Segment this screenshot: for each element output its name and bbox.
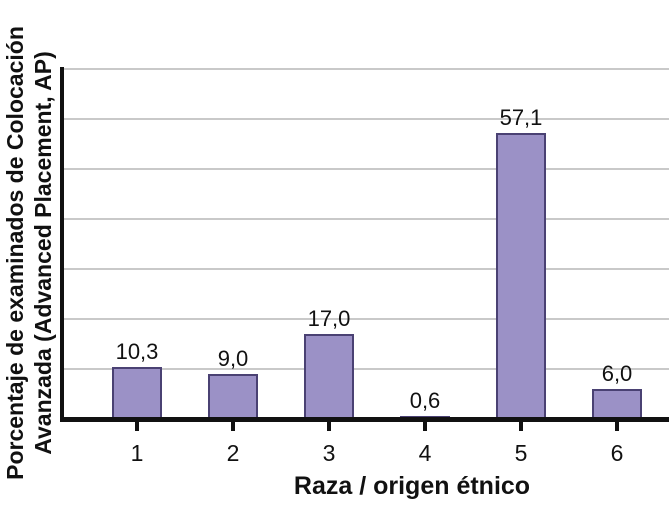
bar (112, 367, 162, 419)
gridline (63, 368, 669, 370)
bar-value-label: 0,6 (409, 388, 441, 413)
x-tick (327, 422, 331, 431)
gridline (63, 218, 669, 220)
bar (208, 374, 258, 419)
x-tick-label: 1 (130, 440, 144, 466)
x-tick (135, 422, 139, 431)
bar-value-label: 57,1 (499, 105, 543, 130)
gridline (63, 268, 669, 270)
gridline (63, 68, 669, 70)
x-tick (519, 422, 523, 431)
bar-value-label: 6,0 (601, 361, 633, 386)
bar-value-label: 10,3 (115, 339, 159, 364)
x-tick-label: 5 (514, 440, 528, 466)
gridline (63, 118, 669, 120)
bar (592, 389, 642, 419)
x-tick-label: 3 (322, 440, 336, 466)
x-tick (423, 422, 427, 431)
gridline (63, 168, 669, 170)
x-axis-line (60, 417, 669, 422)
x-tick (615, 422, 619, 431)
bar (496, 133, 546, 419)
x-tick-label: 4 (418, 440, 432, 466)
x-tick-label: 2 (226, 440, 240, 466)
gridline (63, 318, 669, 320)
bar (304, 334, 354, 419)
y-axis-line (60, 67, 64, 422)
bar-value-label: 17,0 (307, 306, 351, 331)
x-axis-title: Raza / origen étnico (293, 472, 531, 500)
x-tick (231, 422, 235, 431)
x-tick-label: 6 (610, 440, 624, 466)
bar-value-label: 9,0 (217, 346, 249, 371)
